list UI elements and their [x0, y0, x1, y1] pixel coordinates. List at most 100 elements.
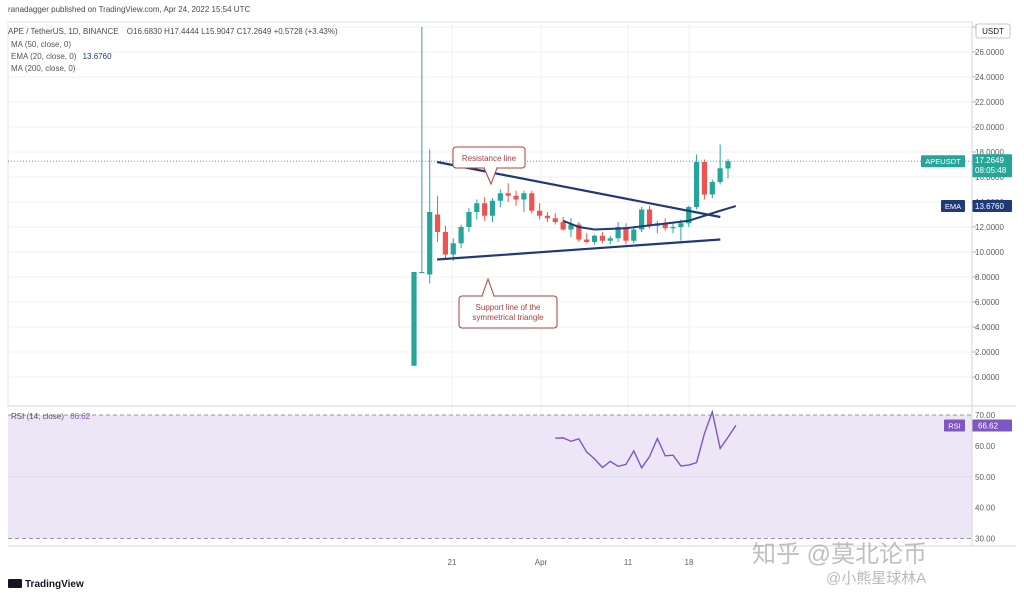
- tradingview-icon: [8, 579, 22, 588]
- candle-body: [576, 224, 582, 240]
- candle-body: [505, 193, 511, 196]
- price-tag-value: 17.2649: [975, 156, 1004, 165]
- candle-body: [474, 203, 480, 212]
- price-tag-countdown: 08:05:48: [975, 166, 1007, 175]
- candle-body: [678, 223, 684, 227]
- rsi-tick-label: 30.00: [975, 535, 996, 544]
- candle-body: [662, 223, 668, 229]
- watermark-zhihu: 知乎 @莫北论币: [752, 541, 928, 568]
- candle-body: [623, 227, 629, 241]
- candle-body: [615, 227, 621, 239]
- ema-tag-label-box: [941, 200, 965, 213]
- ema20-legend-value: 13.6760: [82, 52, 112, 61]
- rsi-tag-label-box: [944, 419, 965, 432]
- price-tick-label: 24.0000: [975, 73, 1004, 82]
- rsi-tag-box: [972, 419, 1012, 432]
- ema-tag-value: 13.6760: [975, 202, 1004, 211]
- candle-body: [584, 239, 590, 242]
- price-tag-box: [972, 154, 1012, 178]
- rsi-tag-label: RSI: [948, 421, 961, 430]
- candle-body: [529, 193, 535, 211]
- ema-tag-label: EMA: [945, 202, 961, 211]
- ema20-legend-label: EMA (20, close, 0): [11, 52, 77, 61]
- price-tick-label: 20.0000: [975, 123, 1004, 132]
- resistance-callout-pointer: [483, 167, 498, 186]
- candle-body: [709, 182, 715, 195]
- rsi-tick-label: 50.00: [975, 473, 996, 482]
- rsi-tag-value: 66.62: [978, 421, 999, 430]
- candle-body: [701, 162, 708, 195]
- candle-body: [450, 243, 456, 255]
- time-tick-label: 18: [685, 558, 694, 567]
- support-callout-text-line1: Support line of the: [476, 303, 541, 312]
- tradingview-logo[interactable]: TradingView: [8, 579, 84, 590]
- rsi-legend[interactable]: RSI (14, close) 66.62: [11, 412, 90, 421]
- price-tag-label: APEUSDT: [925, 157, 961, 166]
- candle-body: [560, 222, 566, 230]
- candle-body: [646, 209, 653, 226]
- price-tick-label: 0.0000: [975, 373, 1000, 382]
- price-tick-label: 22.0000: [975, 98, 1004, 107]
- price-tick-label: 26.0000: [975, 48, 1004, 57]
- candle-body: [591, 235, 598, 242]
- time-tick-label: Apr: [535, 558, 548, 567]
- currency-label: USDT: [982, 27, 1004, 36]
- ema-tag-box: [972, 200, 1012, 213]
- candle-body: [631, 229, 637, 241]
- time-tick-label: 21: [448, 558, 457, 567]
- resistance-trendline: [436, 160, 721, 219]
- publisher-line: ranadagger published on TradingView.com,…: [8, 5, 251, 14]
- candle-body: [442, 232, 448, 255]
- ema20-legend[interactable]: EMA (20, close, 0) 13.6760: [11, 52, 112, 61]
- time-tick-label: 11: [624, 558, 633, 567]
- candle-body: [639, 209, 645, 230]
- candle-body: [427, 212, 433, 275]
- rsi-legend-label: RSI (14, close): [11, 412, 64, 421]
- ma200-legend[interactable]: MA (200, close, 0): [11, 64, 76, 73]
- ma50-legend[interactable]: MA (50, close, 0): [11, 40, 72, 49]
- candle-body: [717, 168, 723, 182]
- price-tick-label: 18.0000: [975, 148, 1004, 157]
- price-tick-label: 4.0000: [975, 323, 1000, 332]
- resistance-callout-text: Resistance line: [462, 154, 517, 163]
- price-tick-label: 8.0000: [975, 273, 1000, 282]
- candle-body: [513, 195, 519, 200]
- ohlc-values: O16.6830 H17.4444 L15.9047 C17.2649 +0.5…: [126, 27, 338, 36]
- candle-body: [434, 214, 441, 232]
- candle-body: [466, 212, 472, 227]
- support-callout-pointer: [481, 277, 495, 297]
- support-callout-box: [458, 295, 558, 329]
- candle-body: [537, 210, 543, 216]
- tradingview-logo-text: TradingView: [25, 579, 84, 590]
- candle-body: [694, 162, 700, 207]
- rsi-tick-label: 40.00: [975, 504, 996, 513]
- price-tag-label-box: [921, 155, 965, 168]
- candle-body: [458, 227, 464, 244]
- price-tick-label: 10.0000: [975, 248, 1004, 257]
- candle-body: [607, 238, 613, 241]
- ema20-line: [562, 205, 737, 231]
- candle-body: [670, 227, 676, 229]
- candle-body: [725, 161, 731, 169]
- rsi-tick-label: 70.00: [975, 411, 996, 420]
- symbol-line: APE / TetherUS, 1D, BINANCE O16.6830 H17…: [8, 27, 338, 36]
- currency-box: [975, 23, 1011, 39]
- candle-body: [568, 224, 574, 230]
- price-tick-label: 6.0000: [975, 298, 1000, 307]
- price-tick-label: 2.0000: [975, 348, 1000, 357]
- candle-body: [521, 193, 527, 200]
- support-callout-text-line2: symmetrical triangle: [472, 313, 544, 322]
- candle-body: [411, 272, 417, 366]
- candle-body: [419, 272, 425, 273]
- candle-body: [599, 235, 605, 241]
- rsi-line: [555, 409, 737, 470]
- watermark-weibo: @小熊星球林A: [826, 570, 927, 587]
- candle-body: [552, 218, 558, 222]
- candle-body: [497, 193, 503, 201]
- rsi-legend-value: 66.62: [70, 412, 91, 421]
- candle-body: [686, 207, 692, 224]
- candle-body: [544, 215, 551, 219]
- candle-body: [489, 200, 496, 216]
- price-tick-label: 16.0000: [975, 173, 1004, 182]
